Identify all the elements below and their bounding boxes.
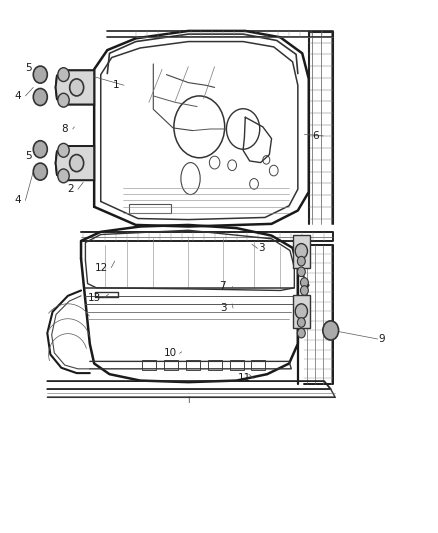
Text: 10: 10 bbox=[163, 349, 177, 358]
Polygon shape bbox=[56, 70, 94, 104]
Text: 13: 13 bbox=[88, 293, 101, 303]
Text: 9: 9 bbox=[378, 334, 385, 344]
Text: 6: 6 bbox=[312, 131, 319, 141]
Circle shape bbox=[295, 244, 307, 259]
Circle shape bbox=[33, 66, 47, 83]
Bar bbox=[230, 360, 244, 370]
Circle shape bbox=[297, 318, 305, 327]
Circle shape bbox=[295, 304, 307, 319]
Circle shape bbox=[33, 163, 47, 180]
Circle shape bbox=[297, 267, 305, 277]
Circle shape bbox=[297, 256, 305, 266]
Bar bbox=[142, 360, 156, 370]
Text: 3: 3 bbox=[220, 303, 227, 313]
Text: 11: 11 bbox=[238, 374, 251, 383]
Circle shape bbox=[70, 155, 84, 172]
Text: 3: 3 bbox=[258, 244, 265, 253]
Bar bbox=[251, 360, 265, 370]
Circle shape bbox=[300, 278, 308, 287]
Text: 12: 12 bbox=[95, 263, 108, 272]
Circle shape bbox=[58, 68, 69, 82]
Text: 4: 4 bbox=[14, 196, 21, 205]
Circle shape bbox=[70, 79, 84, 96]
Bar bbox=[293, 295, 310, 328]
Text: 2: 2 bbox=[67, 184, 74, 194]
Polygon shape bbox=[56, 146, 94, 180]
Text: 7: 7 bbox=[219, 281, 226, 290]
Text: i: i bbox=[187, 397, 190, 405]
Circle shape bbox=[323, 321, 339, 340]
Bar bbox=[164, 360, 178, 370]
Circle shape bbox=[33, 141, 47, 158]
Text: 5: 5 bbox=[25, 63, 32, 72]
Circle shape bbox=[58, 143, 69, 157]
Circle shape bbox=[58, 169, 69, 183]
Circle shape bbox=[297, 328, 305, 338]
Text: 8: 8 bbox=[61, 124, 68, 134]
Circle shape bbox=[300, 286, 308, 295]
Bar bbox=[208, 360, 222, 370]
Bar bbox=[186, 360, 200, 370]
Bar bbox=[293, 235, 310, 268]
Circle shape bbox=[33, 88, 47, 106]
Circle shape bbox=[58, 93, 69, 107]
Text: 4: 4 bbox=[14, 91, 21, 101]
Text: 5: 5 bbox=[25, 151, 32, 160]
Text: 1: 1 bbox=[113, 80, 120, 90]
